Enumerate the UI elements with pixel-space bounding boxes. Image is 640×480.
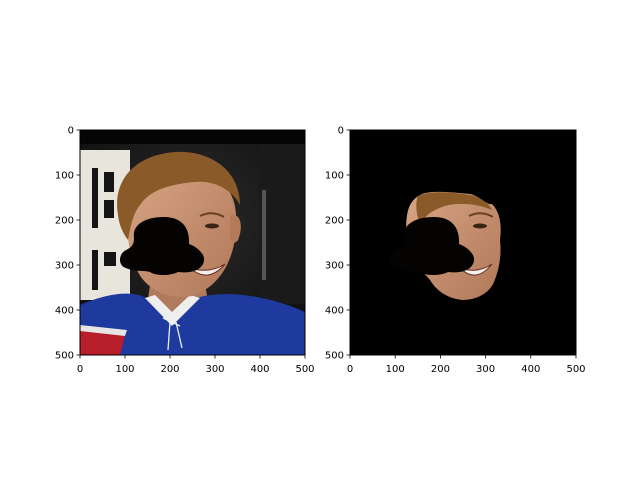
backdrop-dark-stripe [104, 200, 114, 218]
brow [199, 212, 225, 218]
masked-hair [416, 192, 492, 224]
backdrop-dark-stripe [92, 168, 98, 228]
right-x-tick-label: 400 [521, 364, 540, 375]
jersey-laces [162, 309, 183, 351]
hair [117, 151, 240, 240]
left-x-tick-label: 100 [115, 364, 134, 375]
left-axes-frame [79, 129, 306, 356]
right-x-tick-label: 200 [431, 364, 450, 375]
backdrop-dark-stripe [92, 250, 98, 290]
left-y-tick-label: 400 [55, 306, 74, 317]
right-y-tick-label: 200 [325, 216, 344, 227]
right-y-tick-label: 100 [325, 171, 344, 182]
right-x-tick-label: 500 [566, 364, 585, 375]
backdrop-dark-stripe [104, 252, 116, 266]
masked-brow [468, 212, 494, 218]
left-y-tick-label: 0 [68, 126, 74, 137]
right-y-tick-label: 400 [325, 306, 344, 317]
masked-smile [459, 263, 493, 276]
left-x-tick-label: 400 [250, 364, 269, 375]
ear [230, 214, 241, 243]
left-y-tick-label: 300 [55, 261, 74, 272]
right-axes-frame [349, 129, 577, 356]
right-x-tick-label: 100 [386, 364, 405, 375]
jersey-stripe-white [80, 325, 127, 336]
right-y-tick-label: 500 [325, 351, 344, 362]
left-x-tick-label: 300 [205, 364, 224, 375]
right-y-tick-label: 0 [338, 126, 344, 137]
left-y-tick-label: 500 [55, 351, 74, 362]
left-x-tick-label: 0 [77, 364, 83, 375]
eye [205, 223, 219, 229]
backdrop-dark-stripe [104, 172, 114, 192]
backdrop-pillar-edge [262, 190, 266, 280]
left-x-tick-label: 500 [295, 364, 314, 375]
jersey-stripe [80, 330, 125, 355]
left-photo [80, 130, 305, 355]
jersey [80, 293, 305, 355]
backdrop-pillar [260, 144, 305, 304]
left-y-tick-label: 200 [55, 216, 74, 227]
photo-top-band [80, 130, 305, 144]
right-photo [350, 130, 576, 355]
left-x-tick-label: 200 [160, 364, 179, 375]
right-y-tick-label: 300 [325, 261, 344, 272]
right-x-tick-label: 300 [476, 364, 495, 375]
masked-occlusion-blob [390, 217, 475, 275]
masked-eye [473, 223, 487, 229]
jersey-collar [145, 295, 200, 326]
right-x-tick-label: 0 [347, 364, 353, 375]
left-y-tick-label: 100 [55, 171, 74, 182]
smile [189, 263, 226, 276]
occlusion-blob [120, 217, 205, 275]
